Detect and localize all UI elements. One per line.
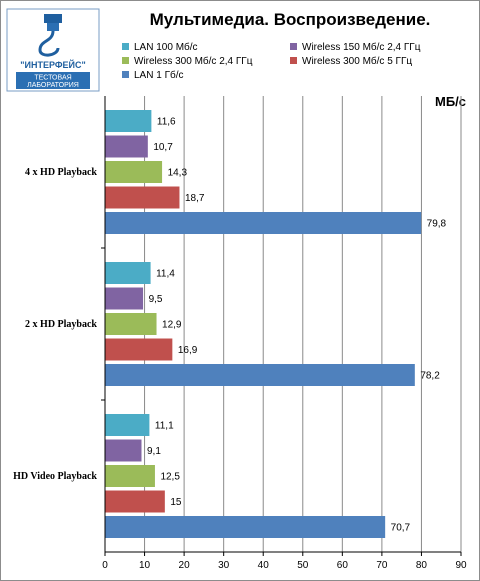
- data-label: 16,9: [178, 345, 198, 356]
- legend-swatch: [290, 57, 297, 64]
- legend-label: LAN 100 Мб/с: [134, 42, 198, 53]
- x-tick-label: 70: [376, 560, 388, 571]
- data-label: 70,7: [391, 523, 411, 534]
- legend-item-wireless150-24: Wireless 150 Мб/с 2,4 ГГц: [290, 42, 420, 54]
- usb-cable-icon: "ИНТЕРФЕЙС" ТЕСТОВАЯ ЛАБОРАТОРИЯ: [6, 8, 100, 92]
- data-label: 79,8: [427, 219, 447, 230]
- x-tick-label: 10: [139, 560, 151, 571]
- unit-label: МБ/с: [434, 94, 466, 109]
- chart-title: Мультимедиа. Воспроизведение.: [149, 10, 431, 29]
- legend-label: Wireless 150 Мб/с 2,4 ГГц: [302, 42, 421, 53]
- bar: [105, 135, 148, 158]
- legend-label: Wireless 300 Мб/с 2,4 ГГц: [134, 56, 253, 67]
- bar: [105, 262, 151, 284]
- legend-swatch: [290, 43, 297, 50]
- legend-label: LAN 1 Гб/с: [134, 70, 184, 81]
- bar: [105, 110, 152, 132]
- legend-swatch: [122, 71, 129, 78]
- legend-item-wireless300-5: Wireless 300 Мб/с 5 ГГц: [290, 56, 412, 68]
- lab-logo: "ИНТЕРФЕЙС" ТЕСТОВАЯ ЛАБОРАТОРИЯ: [6, 8, 100, 92]
- x-tick-label: 0: [102, 560, 108, 571]
- logo-sub-1: ТЕСТОВАЯ: [34, 75, 71, 82]
- legend-label: Wireless 300 Мб/с 5 ГГц: [302, 56, 413, 67]
- legend-item-lan1g: LAN 1 Гб/с: [122, 70, 184, 82]
- legend-item-lan100: LAN 100 Мб/с: [122, 42, 198, 54]
- x-tick-label: 60: [337, 560, 349, 571]
- data-label: 11,6: [157, 117, 176, 128]
- bar: [105, 313, 157, 335]
- bar: [105, 439, 142, 462]
- bar: [105, 516, 386, 538]
- bar: [105, 490, 165, 513]
- logo-sub-2: ЛАБОРАТОРИЯ: [27, 82, 79, 89]
- data-label: 15: [170, 497, 182, 508]
- data-label: 9,5: [149, 294, 163, 305]
- x-tick-label: 40: [258, 560, 270, 571]
- legend-item-wireless300-24: Wireless 300 Мб/с 2,4 ГГц: [122, 56, 252, 68]
- data-label: 9,1: [147, 446, 161, 457]
- bar: [105, 186, 180, 209]
- bar: [105, 212, 422, 234]
- x-tick-label: 30: [218, 560, 230, 571]
- x-tick-label: 80: [416, 560, 428, 571]
- x-tick-label: 20: [179, 560, 191, 571]
- x-tick-label: 50: [297, 560, 309, 571]
- data-label: 12,5: [160, 472, 180, 483]
- bar: [105, 161, 163, 183]
- bar: [105, 414, 150, 436]
- bar: [105, 465, 155, 487]
- bar: [105, 287, 144, 310]
- bar: [105, 338, 173, 361]
- legend: LAN 100 Мб/с Wireless 150 Мб/с 2,4 ГГц W…: [122, 40, 462, 86]
- data-label: 12,9: [162, 320, 182, 331]
- category-label: 2 x HD Playback: [25, 319, 97, 330]
- category-label: HD Video Playback: [13, 471, 97, 482]
- data-label: 14,3: [168, 168, 188, 179]
- data-label: 78,2: [420, 371, 440, 382]
- legend-swatch: [122, 43, 129, 50]
- data-label: 11,1: [155, 421, 174, 432]
- legend-swatch: [122, 57, 129, 64]
- data-label: 11,4: [156, 269, 175, 280]
- x-tick-label: 90: [455, 560, 467, 571]
- bar: [105, 364, 415, 386]
- data-label: 10,7: [153, 142, 173, 153]
- logo-brand: "ИНТЕРФЕЙС": [20, 59, 86, 70]
- category-label: 4 x HD Playback: [25, 167, 97, 178]
- data-label: 18,7: [185, 193, 205, 204]
